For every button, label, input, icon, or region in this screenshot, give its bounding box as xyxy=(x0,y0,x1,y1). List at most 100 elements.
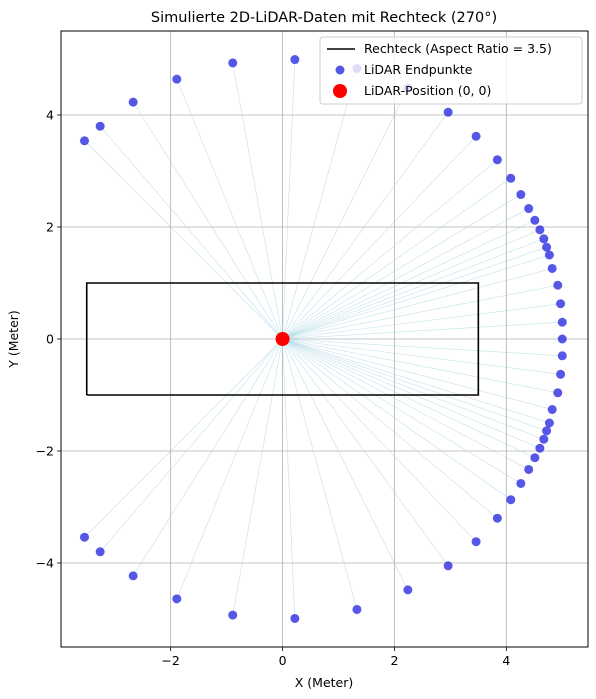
lidar-position-marker xyxy=(275,332,290,346)
legend-lidar-label: LiDAR-Position (0, 0) xyxy=(364,83,491,98)
legend-endpoints-label: LiDAR Endpunkte xyxy=(364,62,473,77)
lidar-endpoint xyxy=(492,155,502,165)
lidar-endpoint xyxy=(506,495,516,505)
x-tick-label: 2 xyxy=(390,653,398,668)
y-tick-label: 2 xyxy=(46,220,54,235)
lidar-endpoint xyxy=(535,225,545,235)
lidar-beam xyxy=(282,338,529,470)
lidar-beam xyxy=(132,338,283,577)
lidar-endpoint xyxy=(535,443,545,453)
lidar-beam xyxy=(282,338,511,500)
x-axis-label: X (Meter) xyxy=(295,675,354,690)
lidar-endpoint xyxy=(516,478,526,488)
lidar-endpoint xyxy=(290,613,300,623)
legend-rectangle-label: Rechteck (Aspect Ratio = 3.5) xyxy=(364,41,552,56)
lidar-endpoint xyxy=(228,610,238,620)
lidar-beam xyxy=(282,229,541,340)
lidar-beam xyxy=(282,59,296,340)
lidar-beam xyxy=(282,338,477,542)
lidar-endpoint xyxy=(553,388,563,398)
lidar-endpoint xyxy=(530,215,540,225)
lidar-endpoint xyxy=(524,464,534,474)
y-tick-label: −2 xyxy=(36,444,54,459)
lidar-endpoint xyxy=(443,107,453,117)
lidar-endpoint xyxy=(471,131,481,141)
lidar-endpoint xyxy=(556,369,566,379)
lidar-beam xyxy=(282,338,544,440)
lidar-endpoint xyxy=(290,55,300,65)
lidar-beam xyxy=(282,178,511,340)
lidar-endpoint xyxy=(128,571,138,581)
lidar-endpoint xyxy=(547,263,557,273)
lidar-beam xyxy=(282,338,541,449)
lidar-endpoint xyxy=(544,418,554,428)
lidar-endpoint xyxy=(95,547,105,557)
lidar-endpoint xyxy=(228,58,238,68)
y-tick-label: 0 xyxy=(46,332,54,347)
lidar-beam xyxy=(282,194,522,340)
lidar-endpoint xyxy=(542,242,552,252)
lidar-endpoint xyxy=(547,405,557,415)
legend: Rechteck (Aspect Ratio = 3.5) LiDAR Endp… xyxy=(319,36,583,105)
legend-endpoints-swatch xyxy=(335,65,345,75)
lidar-beam xyxy=(176,338,283,599)
lidar-beam xyxy=(282,284,558,340)
lidar-beam xyxy=(232,62,283,340)
lidar-beam xyxy=(282,338,522,484)
x-tick-label: 0 xyxy=(279,653,287,668)
lidar-beam xyxy=(282,321,563,340)
y-tick-label: −4 xyxy=(36,556,54,571)
lidar-endpoint xyxy=(443,561,453,571)
lidar-beam xyxy=(84,140,283,340)
lidar-beam xyxy=(282,338,296,619)
lidar-beam xyxy=(282,338,358,610)
lidar-beam xyxy=(282,338,449,566)
lidar-endpoint xyxy=(557,351,567,361)
lidar-beam xyxy=(176,79,283,340)
lidar-beam xyxy=(282,220,535,340)
y-axis-label: Y (Meter) xyxy=(6,310,21,369)
lidar-endpoint xyxy=(516,190,526,200)
lidar-endpoint xyxy=(539,234,549,244)
lidar-beam xyxy=(282,268,553,340)
legend-box xyxy=(319,36,583,105)
lidar-beam xyxy=(84,338,283,538)
lidar-beam xyxy=(282,208,529,340)
lidar-endpoint xyxy=(556,299,566,309)
lidar-endpoint xyxy=(524,204,534,214)
lidar-endpoint xyxy=(79,136,89,146)
lidar-endpoint xyxy=(492,513,502,523)
lidar-endpoint xyxy=(553,280,563,290)
lidar-beam xyxy=(232,338,283,616)
lidar-endpoint xyxy=(539,434,549,444)
lidar-beam xyxy=(282,112,449,340)
lidar-beam xyxy=(282,338,550,424)
chart-title: Simulierte 2D-LiDAR-Daten mit Rechteck (… xyxy=(151,10,497,26)
lidar-endpoints xyxy=(79,55,567,623)
lidar-beam xyxy=(282,338,558,394)
lidar-beam xyxy=(282,246,547,340)
lidar-beam xyxy=(282,87,409,340)
lidar-endpoint xyxy=(530,453,540,463)
lidar-endpoint xyxy=(95,121,105,131)
lidar-endpoint xyxy=(352,604,362,614)
lidar-endpoint xyxy=(172,594,182,604)
lidar-beam xyxy=(282,338,498,519)
lidar-endpoint xyxy=(403,585,413,595)
lidar-endpoint xyxy=(471,537,481,547)
lidar-beam xyxy=(282,338,547,432)
lidar-endpoint xyxy=(557,317,567,327)
x-tick-label: −2 xyxy=(161,653,179,668)
rectangle-line xyxy=(85,282,480,396)
lidar-beam xyxy=(282,238,544,340)
lidar-beam xyxy=(282,136,477,340)
lidar-endpoint xyxy=(128,97,138,107)
lidar-beam xyxy=(282,338,563,357)
lidar-endpoint xyxy=(79,532,89,542)
lidar-beam xyxy=(282,68,358,340)
lidar-beam xyxy=(282,338,561,375)
x-tick-label: 4 xyxy=(502,653,510,668)
lidar-beam xyxy=(132,101,283,340)
